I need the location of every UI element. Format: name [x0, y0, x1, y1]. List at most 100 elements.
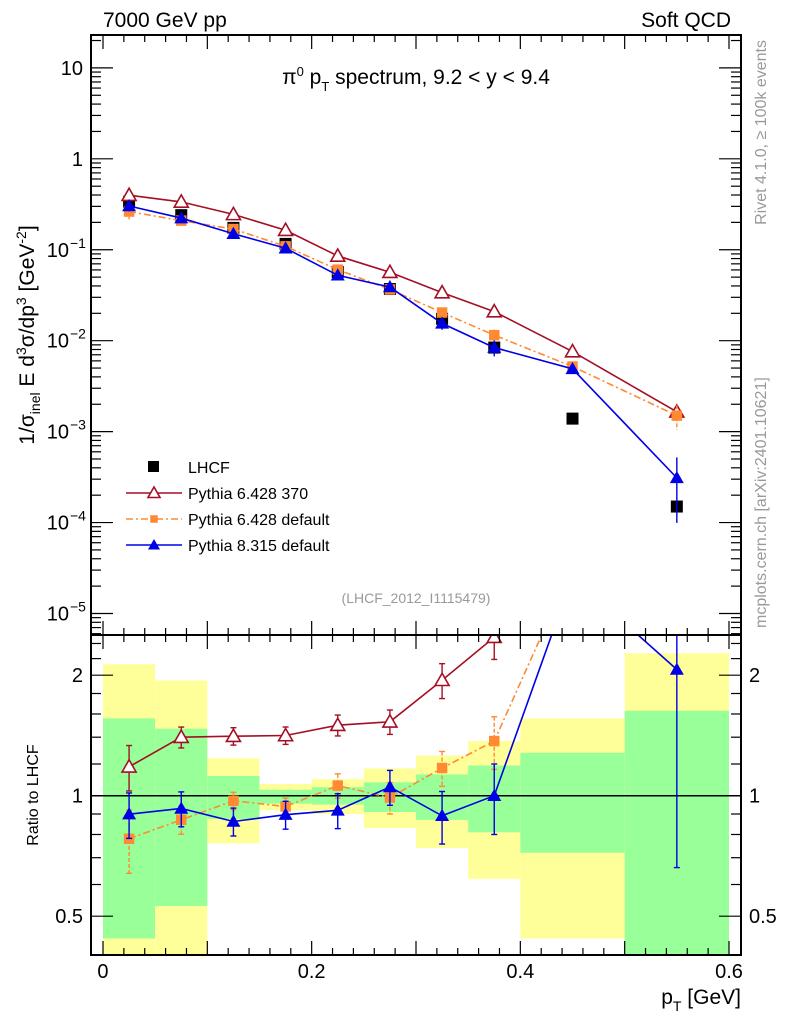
ratio-y-tick-label: 0.5 — [749, 906, 777, 928]
series-3-point — [330, 268, 345, 281]
y-axis-label: 1/σinel E d3σ/dp3 [GeV-2] — [13, 225, 43, 444]
legend-label-series-1: Pythia 6.428 370 — [188, 486, 308, 503]
header-left: 7000 GeV pp — [103, 9, 227, 32]
ratio-y-axis-label: Ratio to LHCF — [25, 744, 42, 846]
series-1-ratio-point — [485, 635, 503, 644]
series-1-point — [381, 263, 399, 279]
ratio-y-tick-label: 2 — [72, 665, 83, 687]
series-3-ratio-point — [278, 807, 293, 820]
plot-title: π0 pT spectrum, 9.2 < y < 9.4 — [282, 64, 550, 94]
x-tick-label: 0.4 — [506, 961, 534, 983]
y-tick-label-exponent: −3 — [70, 417, 86, 433]
y-tick-label-exponent: −1 — [70, 235, 86, 251]
series-3-point — [174, 211, 189, 224]
lhcf-data-point — [566, 412, 579, 425]
series-2-ratio-point — [567, 561, 578, 572]
series-2-point — [671, 410, 683, 421]
series-1-point — [433, 283, 451, 299]
series-2-ratio-line — [128, 635, 543, 840]
series-1-ratio-point — [225, 727, 242, 743]
series-1-ratio-point — [566, 493, 580, 505]
header-right: Soft QCD — [641, 9, 731, 32]
series-3-ratio-point — [174, 801, 189, 814]
series-3-point — [382, 280, 397, 293]
legend-label-lhcf: LHCF — [188, 460, 230, 477]
series-3-ratio-point — [122, 807, 137, 820]
series-2-ratio-point — [228, 795, 239, 807]
series-1-point — [277, 221, 294, 237]
series-2-point — [123, 206, 135, 217]
series-1-ratio-line — [128, 635, 497, 768]
series-3-ratio-point — [226, 814, 241, 827]
main-plot-marks — [120, 186, 686, 523]
series-3-point — [487, 340, 502, 353]
y-tick-label: 10 — [47, 603, 69, 625]
y-tick-label: 1 — [72, 149, 83, 171]
series-2-ratio-point — [489, 735, 500, 747]
series-1-ratio-point — [120, 758, 138, 773]
y-tick-label: 10 — [47, 331, 69, 353]
ratio-y-tick-label: 1 — [72, 786, 83, 808]
series-1-point — [329, 247, 347, 262]
series-3-ratio-point — [330, 803, 345, 816]
series-2-ratio-point — [672, 390, 683, 401]
legend-marker-series-1 — [146, 485, 162, 499]
rivet-version: Rivet 4.1.0, ≥ 100k events — [753, 40, 770, 225]
series-2-line — [128, 210, 678, 417]
analysis-id: (LHCF_2012_I1115479) — [342, 590, 491, 606]
series-3-point — [122, 198, 137, 212]
legend-marker-lhcf — [148, 461, 159, 472]
series-1-point — [172, 193, 190, 208]
y-tick-label: 10 — [47, 422, 69, 444]
series-1-line — [128, 194, 678, 413]
series-1-ratio-point — [433, 671, 451, 687]
x-tick-label: 0 — [97, 961, 108, 983]
series-3-point — [435, 316, 450, 329]
mcplots-credit: mcplots.cern.ch [arXiv:2401.10621] — [753, 377, 770, 628]
legend-label-series-2: Pythia 6.428 default — [188, 512, 330, 529]
series-3-point — [669, 470, 684, 484]
series-1-point — [120, 186, 138, 202]
series-3-ratio-point — [669, 662, 684, 675]
series-3-point — [226, 226, 241, 239]
series-2-point — [489, 329, 500, 341]
ratio-plot-marks — [91, 372, 741, 875]
y-tick-label: 10 — [61, 58, 83, 80]
y-tick-label-exponent: −2 — [70, 326, 86, 342]
series-3-ratio-point — [487, 788, 502, 801]
series-3-ratio-point — [435, 808, 450, 822]
series-1-point — [485, 302, 503, 318]
series-1-ratio-point — [670, 372, 684, 384]
y-tick-label-exponent: −5 — [70, 598, 86, 614]
stat-uncertainty-band — [520, 752, 625, 853]
series-2-ratio-point — [332, 780, 343, 791]
series-1-ratio-point — [277, 726, 294, 742]
y-tick-label-exponent: −4 — [70, 508, 86, 524]
legend-marker-series-3 — [148, 539, 160, 550]
series-1-ratio-point — [381, 713, 399, 728]
y-tick-label: 10 — [47, 513, 69, 535]
series-1-ratio-point — [172, 728, 190, 744]
y-tick-label: 10 — [47, 240, 69, 262]
x-tick-label: 0.2 — [298, 961, 326, 983]
series-1-point — [564, 342, 581, 358]
series-3-ratio-line — [128, 635, 678, 823]
series-3-line — [128, 205, 678, 479]
series-3-ratio-point — [566, 570, 580, 582]
legend-label-series-3: Pythia 8.315 default — [188, 538, 330, 555]
series-1-ratio-point — [329, 716, 347, 732]
series-3-point — [565, 361, 580, 375]
series-3-ratio-point — [382, 779, 397, 793]
x-tick-label: 0.6 — [715, 961, 743, 983]
x-axis-label: pT [GeV] — [661, 986, 741, 1014]
series-2-ratio-point — [436, 762, 448, 774]
ratio-y-tick-label: 2 — [749, 665, 760, 687]
series-1-point — [225, 205, 242, 221]
ratio-y-tick-label: 1 — [749, 786, 760, 808]
ratio-y-tick-label: 0.5 — [55, 906, 83, 928]
stat-uncertainty-band — [259, 789, 312, 804]
legend-marker-series-2 — [150, 515, 158, 523]
series-2-point — [436, 307, 448, 318]
